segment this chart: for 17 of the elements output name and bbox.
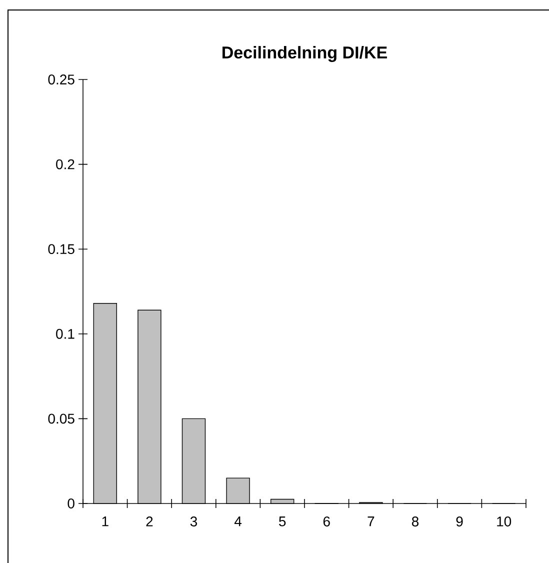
x-tick-label: 7 (368, 516, 374, 526)
x-tick-label: 10 (497, 516, 512, 526)
x-tick-label: 3 (190, 516, 198, 526)
x-tick-label: 2 (146, 516, 153, 526)
x-tick-label: 8 (412, 516, 419, 526)
y-tick-label: 0.25 (48, 74, 74, 84)
y-tick-label: 0.05 (48, 414, 74, 424)
x-tick-label: 9 (456, 516, 463, 526)
y-tick-label: 0.15 (48, 244, 74, 254)
x-tick-label: 4 (234, 516, 242, 526)
y-tick-label: 0 (68, 498, 74, 508)
y-tick-label: 0.1 (56, 328, 74, 339)
chart-title: Decilindelning DI/KE (222, 46, 387, 62)
x-tick-label: 5 (279, 516, 286, 526)
x-tick-label: 1 (102, 516, 108, 526)
y-tick-label: 0.2 (56, 159, 74, 170)
x-tick-label: 6 (323, 516, 330, 526)
